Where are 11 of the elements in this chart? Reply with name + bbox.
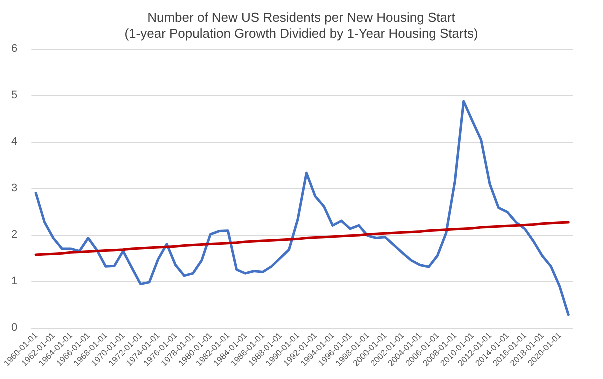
- y-tick-label: 6: [12, 43, 18, 55]
- y-tick-label: 1: [12, 276, 18, 288]
- chart-subtitle: (1-year Population Growth Dividied by 1-Year Housing Starts): [124, 26, 478, 41]
- chart-title: Number of New US Residents per New Housing Start: [148, 10, 456, 25]
- y-tick-label: 0: [12, 322, 18, 334]
- y-tick-label: 3: [12, 182, 18, 194]
- line-series: [34, 221, 570, 256]
- y-tick-label: 2: [12, 229, 18, 241]
- y-tick-label: 4: [12, 136, 18, 148]
- line-series: [34, 100, 570, 316]
- y-tick-label: 5: [12, 90, 18, 102]
